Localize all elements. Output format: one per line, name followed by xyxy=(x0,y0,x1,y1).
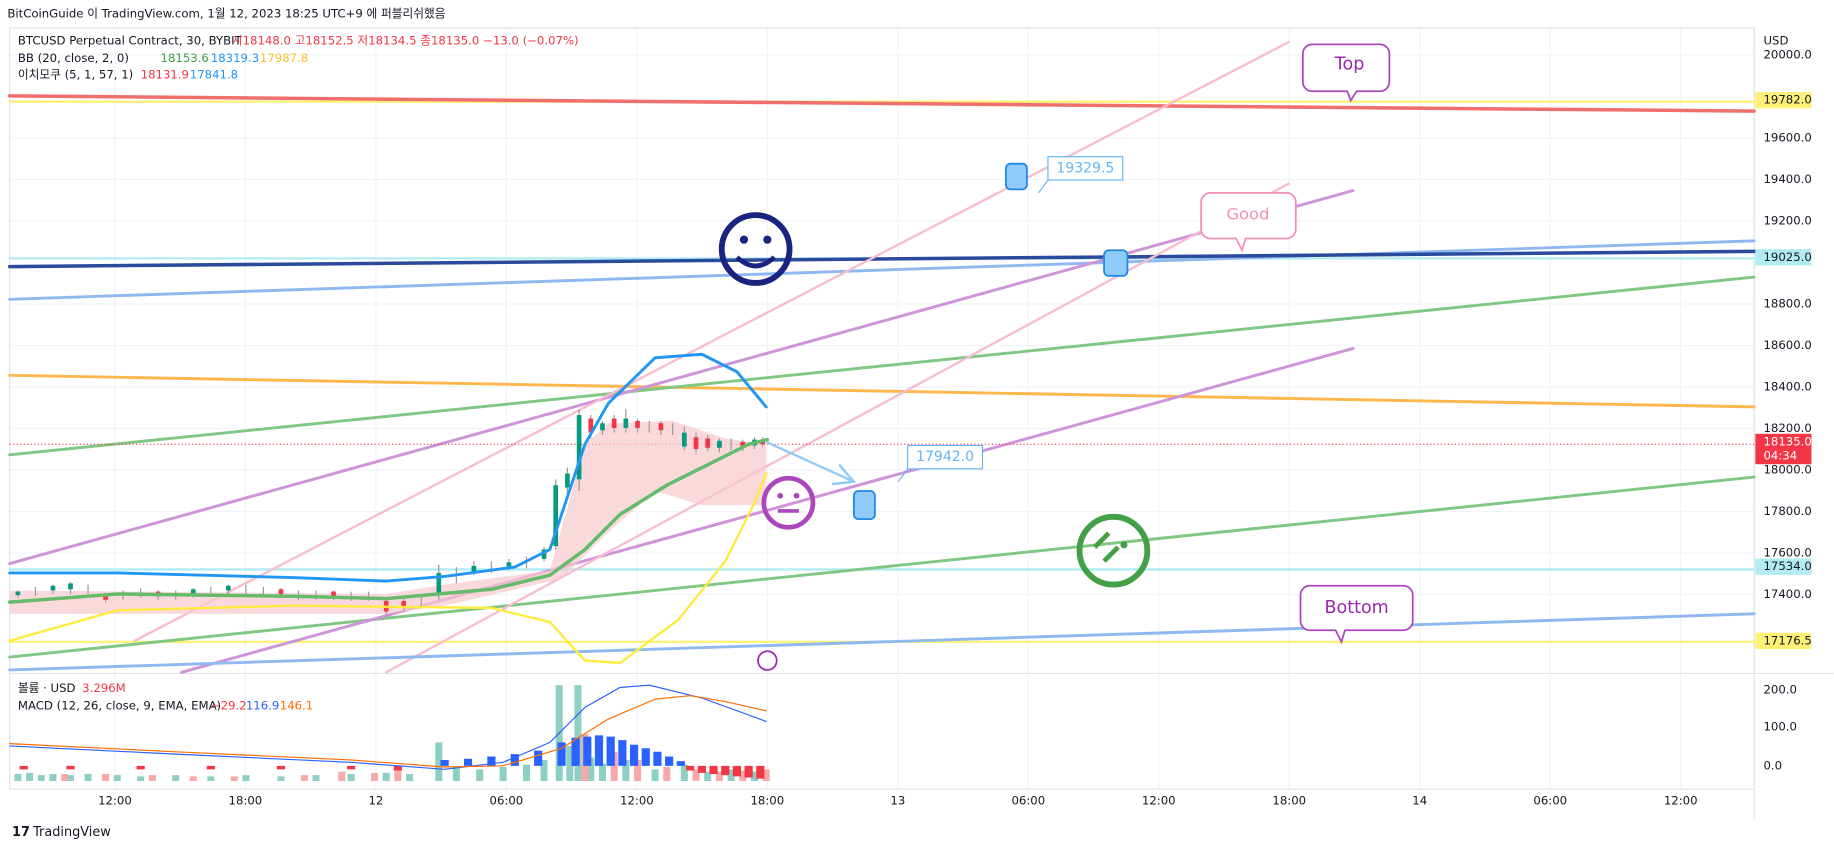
x-tick-label: 14 xyxy=(1412,793,1427,807)
hand-icon xyxy=(852,162,1129,520)
y-tick-label: 19200.0 xyxy=(1763,213,1811,227)
legend-bb: BB (20, close, 2, 0) xyxy=(18,51,129,65)
legend-ichimoku-a: 18131.9 xyxy=(141,67,189,81)
volume-value: 3.296M xyxy=(82,681,126,695)
smiley-neutral xyxy=(761,475,816,530)
macd-hist-value: −29.2 xyxy=(211,699,247,713)
legend-symbol: BTCUSD Perpetual Contract, 30, BYBIT xyxy=(18,33,243,47)
macd-signal-value: 146.1 xyxy=(280,699,313,713)
smiley-happy xyxy=(718,212,793,286)
trend-line xyxy=(8,475,1756,659)
y-tick-label: 19600.0 xyxy=(1763,130,1811,144)
x-tick-label: 06:00 xyxy=(1533,793,1567,807)
trend-line xyxy=(8,239,1756,301)
legend-bb-upper: 18319.3 xyxy=(211,51,259,65)
y-tick-label: 20000.0 xyxy=(1763,47,1811,61)
price-label-pointer xyxy=(897,468,909,483)
price-badge-label: 17176.5 xyxy=(1763,633,1811,647)
legend-bb-basis: 18153.6 xyxy=(161,51,209,65)
callout xyxy=(1299,584,1414,645)
x-tick-label: 12:00 xyxy=(1664,793,1698,807)
x-tick-label: 06:00 xyxy=(1011,793,1045,807)
candles xyxy=(15,409,766,615)
drawings: Top Good Bottom 19329.5 17942.0 xyxy=(7,40,1756,674)
price-badge xyxy=(1755,92,1812,109)
macd-value: 116.9 xyxy=(246,699,279,713)
annotation-target-high: 19329.5 xyxy=(1056,160,1114,176)
smiley-sad xyxy=(1076,513,1151,588)
event-icon xyxy=(757,650,778,671)
footer-brand: TradingView xyxy=(32,825,111,840)
x-tick-label: 12:00 xyxy=(1142,793,1176,807)
annotation-good: Good xyxy=(1226,205,1269,224)
macd-line xyxy=(9,684,767,770)
signal-line xyxy=(9,695,767,768)
price-badge xyxy=(1755,433,1812,465)
axis-unit: USD xyxy=(1763,33,1788,47)
header-title: BitCoinGuide 이 TradingView.com, 1월 12, 2… xyxy=(7,7,445,21)
price-badge xyxy=(1755,249,1812,266)
annotation-bottom: Bottom xyxy=(1324,598,1388,618)
footer-logo: 17 xyxy=(12,825,30,840)
x-tick-label: 18:00 xyxy=(1272,793,1306,807)
macd-histogram xyxy=(19,735,765,779)
y-tick-label: 18400.0 xyxy=(1763,380,1811,394)
arrow xyxy=(765,440,857,486)
x-tick-label: 12:00 xyxy=(620,793,654,807)
macd-legend: MACD (12, 26, close, 9, EMA, EMA) xyxy=(18,699,221,713)
macd-tick-label: 200.0 xyxy=(1763,682,1796,696)
legend-ohlc: 시18148.0 고18152.5 저18134.5 종18135.0 −13.… xyxy=(232,33,579,47)
bb-basis xyxy=(7,437,770,604)
trend-line xyxy=(385,182,1290,674)
price-badge xyxy=(1755,632,1812,650)
y-tick-label: 18000.0 xyxy=(1763,463,1811,477)
y-tick-label: 18600.0 xyxy=(1763,338,1811,352)
y-tick-label: 17600.0 xyxy=(1763,546,1811,560)
x-tick-label: 18:00 xyxy=(229,793,263,807)
y-tick-label: 17400.0 xyxy=(1763,587,1811,601)
x-tick-label: 06:00 xyxy=(490,793,524,807)
price-label-box xyxy=(907,444,984,470)
y-tick-label: 18800.0 xyxy=(1763,296,1811,310)
y-tick-label: 17800.0 xyxy=(1763,504,1811,518)
macd-tick-label: 0.0 xyxy=(1763,758,1782,772)
y-tick-label: 19400.0 xyxy=(1763,172,1811,186)
macd-tick-label: 100.0 xyxy=(1763,720,1796,734)
trend-line xyxy=(133,40,1290,642)
x-tick-label: 13 xyxy=(890,793,905,807)
bb-lower xyxy=(8,472,768,665)
trend-line xyxy=(8,373,1756,409)
trend-line xyxy=(8,275,1756,457)
x-tick-label: 12:00 xyxy=(98,793,132,807)
price-badge-label: 18135.0 xyxy=(1763,434,1811,448)
trend-line xyxy=(7,249,1756,269)
callout xyxy=(1301,43,1391,103)
price-badge-label: 19025.0 xyxy=(1763,250,1811,264)
trend-line xyxy=(8,189,1355,566)
price-badge xyxy=(1755,558,1812,575)
legend-ichimoku: 이치모쿠 (5, 1, 57, 1) xyxy=(18,67,133,81)
x-tick-label: 18:00 xyxy=(751,793,785,807)
y-tick-label: 18200.0 xyxy=(1763,421,1811,435)
price-label-pointer xyxy=(1038,179,1049,194)
trend-line xyxy=(7,94,1756,113)
legend-bb-lower: 17987.8 xyxy=(260,51,308,65)
annotation-target-low: 17942.0 xyxy=(916,449,974,465)
callout xyxy=(1200,192,1297,253)
volume-legend: 볼륨 · USD xyxy=(18,681,76,695)
trend-line xyxy=(8,612,1756,672)
x-tick-label: 12 xyxy=(368,793,383,807)
price-badge-label: 19782.0 xyxy=(1763,93,1811,107)
price-badge-label: 17534.0 xyxy=(1763,559,1811,573)
legend-ichimoku-b: 17841.8 xyxy=(190,67,238,81)
annotation-top: Top xyxy=(1334,54,1365,74)
bb-upper xyxy=(8,352,768,583)
price-label-box xyxy=(1047,156,1124,181)
price-badge-countdown: 04:34 xyxy=(1763,449,1797,463)
